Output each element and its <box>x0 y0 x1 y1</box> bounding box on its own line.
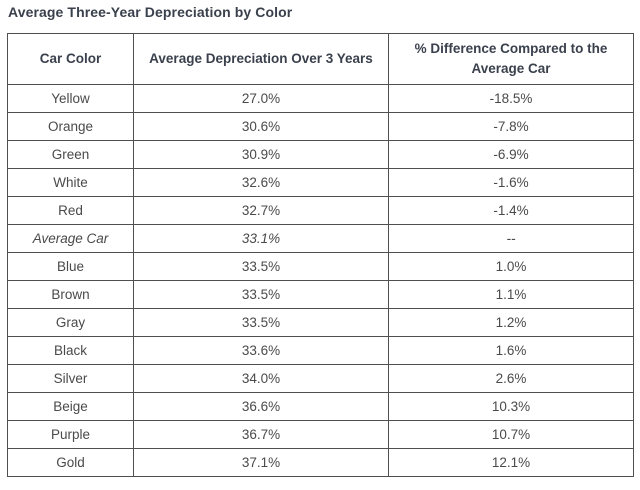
cell-depreciation: 30.6% <box>133 112 389 141</box>
column-header-car-color: Car Color <box>7 33 134 85</box>
cell-depreciation: 34.0% <box>133 364 389 393</box>
table-row: White 32.6% -1.6% <box>7 168 634 197</box>
table-row: Green 30.9% -6.9% <box>7 140 634 169</box>
cell-depreciation: 33.1% <box>133 224 389 253</box>
cell-difference: 12.1% <box>388 448 634 477</box>
cell-car-color: Orange <box>7 112 134 141</box>
table-row: Silver 34.0% 2.6% <box>7 364 634 393</box>
cell-difference: -1.4% <box>388 196 634 225</box>
table-row: Blue 33.5% 1.0% <box>7 252 634 281</box>
cell-depreciation: 32.7% <box>133 196 389 225</box>
cell-difference: -1.6% <box>388 168 634 197</box>
table-row: Yellow 27.0% -18.5% <box>7 84 634 113</box>
cell-depreciation: 33.5% <box>133 308 389 337</box>
cell-car-color: Average Car <box>7 224 134 253</box>
cell-difference: -- <box>388 224 634 253</box>
cell-depreciation: 32.6% <box>133 168 389 197</box>
cell-difference: 1.0% <box>388 252 634 281</box>
cell-car-color: White <box>7 168 134 197</box>
cell-depreciation: 27.0% <box>133 84 389 113</box>
cell-car-color: Yellow <box>7 84 134 113</box>
table-row: Gold 37.1% 12.1% <box>7 448 634 477</box>
cell-difference: 2.6% <box>388 364 634 393</box>
cell-difference: 1.1% <box>388 280 634 309</box>
column-header-avg-depreciation: Average Depreciation Over 3 Years <box>133 33 389 85</box>
cell-depreciation: 33.6% <box>133 336 389 365</box>
cell-depreciation: 33.5% <box>133 252 389 281</box>
table-row: Orange 30.6% -7.8% <box>7 112 634 141</box>
cell-difference: -18.5% <box>388 84 634 113</box>
column-header-pct-difference: % Difference Compared to the Average Car <box>388 33 634 85</box>
cell-difference: -6.9% <box>388 140 634 169</box>
cell-depreciation: 36.7% <box>133 420 389 449</box>
cell-difference: 1.2% <box>388 308 634 337</box>
cell-car-color: Silver <box>7 364 134 393</box>
cell-difference: -7.8% <box>388 112 634 141</box>
cell-difference: 1.6% <box>388 336 634 365</box>
cell-car-color: Blue <box>7 252 134 281</box>
table-row: Red 32.7% -1.4% <box>7 196 634 225</box>
table-row: Gray 33.5% 1.2% <box>7 308 634 337</box>
cell-difference: 10.3% <box>388 392 634 421</box>
header-row: Car Color Average Depreciation Over 3 Ye… <box>7 33 634 85</box>
cell-depreciation: 33.5% <box>133 280 389 309</box>
page-title: Average Three-Year Depreciation by Color <box>8 4 293 20</box>
cell-car-color: Red <box>7 196 134 225</box>
cell-car-color: Gold <box>7 448 134 477</box>
cell-car-color: Green <box>7 140 134 169</box>
table-header: Car Color Average Depreciation Over 3 Ye… <box>7 33 634 85</box>
table-body: Yellow 27.0% -18.5% Orange 30.6% -7.8% Green 30… <box>7 84 634 477</box>
cell-car-color: Beige <box>7 392 134 421</box>
depreciation-table: Car Color Average Depreciation Over 3 Ye… <box>7 33 634 477</box>
cell-car-color: Gray <box>7 308 134 337</box>
cell-car-color: Brown <box>7 280 134 309</box>
cell-depreciation: 37.1% <box>133 448 389 477</box>
table-row: Average Car 33.1% -- <box>7 224 634 253</box>
cell-depreciation: 36.6% <box>133 392 389 421</box>
cell-difference: 10.7% <box>388 420 634 449</box>
cell-car-color: Black <box>7 336 134 365</box>
table-row: Brown 33.5% 1.1% <box>7 280 634 309</box>
cell-car-color: Purple <box>7 420 134 449</box>
cell-depreciation: 30.9% <box>133 140 389 169</box>
table-row: Purple 36.7% 10.7% <box>7 420 634 449</box>
table-row: Black 33.6% 1.6% <box>7 336 634 365</box>
table-row: Beige 36.6% 10.3% <box>7 392 634 421</box>
